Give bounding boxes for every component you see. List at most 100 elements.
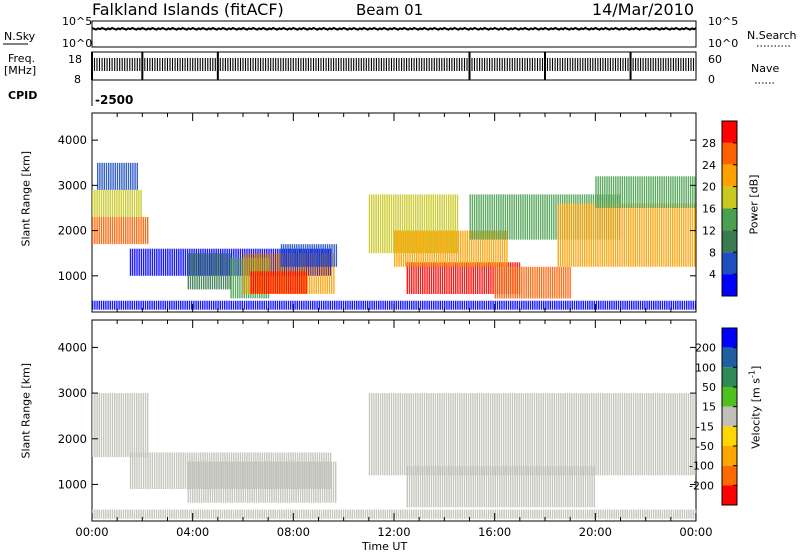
power-region-1-stripe	[127, 189, 129, 217]
power-region-15-stripe	[656, 176, 659, 208]
power-region-8-stripe	[296, 244, 298, 267]
power-region-9-stripe	[456, 194, 459, 254]
velocity-region-3-stripe	[430, 393, 432, 476]
power-region-7-stripe	[290, 271, 292, 294]
power-region-16-stripe	[228, 300, 230, 310]
power-region-9-stripe	[450, 194, 452, 254]
power-region-16-stripe	[615, 300, 617, 310]
velocity-region-5-stripe	[446, 509, 448, 519]
power-region-14-stripe	[645, 203, 647, 267]
velocity-region-5-stripe	[415, 509, 417, 519]
velocity-region-3-stripe	[641, 393, 643, 476]
velocity-region-5-stripe	[184, 509, 186, 519]
velocity-region-2-stripe	[317, 461, 319, 503]
velocity-region-5-stripe	[248, 509, 250, 519]
power-region-16-stripe	[94, 300, 96, 310]
velocity-region-5-stripe	[441, 509, 444, 519]
velocity-colorbar-swatch-6	[722, 446, 737, 466]
velocity-region-2-stripe	[247, 461, 249, 503]
velocity-region-3-stripe	[536, 393, 538, 476]
power-region-9-stripe	[379, 194, 382, 254]
velocity-region-2-stripe	[196, 461, 198, 503]
power-region-7-stripe	[263, 271, 266, 294]
power-region-16-stripe	[481, 300, 483, 310]
power-region-16-stripe	[437, 300, 439, 310]
velocity-colorbar-tick-label-4: -15	[696, 420, 714, 433]
power-region-14-stripe	[619, 203, 621, 267]
power-region-9-stripe	[390, 194, 393, 254]
velocity-region-4-stripe	[565, 466, 567, 508]
power-region-2-stripe	[125, 162, 127, 190]
power-region-6-stripe	[260, 253, 262, 294]
power-region-16-stripe	[633, 300, 635, 310]
velocity-region-5-stripe	[571, 509, 573, 519]
velocity-region-3-stripe	[540, 393, 542, 476]
velocity-region-5-stripe	[628, 509, 631, 519]
power-region-16-stripe	[92, 300, 94, 310]
velocity-region-5-stripe	[232, 509, 235, 519]
power-region-12-stripe	[509, 194, 511, 240]
power-colorbar-tick-label-2: 12	[702, 224, 716, 237]
velocity-region-5-stripe	[177, 509, 180, 519]
velocity-region-5-stripe	[523, 509, 525, 519]
velocity-region-5-stripe	[362, 509, 364, 519]
power-region-3-stripe	[296, 248, 299, 276]
power-region-7-stripe	[274, 271, 277, 294]
power-region-3-stripe	[294, 248, 297, 276]
power-region-16-stripe	[600, 300, 602, 310]
velocity-region-4-stripe	[441, 466, 444, 508]
nave-tick-low: 0	[708, 73, 715, 86]
velocity-region-3-stripe	[397, 393, 399, 476]
power-region-16-stripe	[617, 300, 620, 310]
velocity-region-3-stripe	[498, 393, 500, 476]
power-region-12-stripe	[487, 194, 489, 240]
power-region-16-stripe	[162, 300, 164, 310]
power-region-16-stripe	[197, 300, 199, 310]
velocity-region-5-stripe	[151, 509, 153, 519]
velocity-region-3-stripe	[417, 393, 419, 476]
power-region-16-stripe	[688, 300, 690, 310]
power-region-2-stripe	[123, 162, 125, 190]
velocity-region-4-stripe	[591, 466, 593, 508]
power-region-13-stripe	[538, 266, 541, 299]
velocity-region-5-stripe	[259, 509, 261, 519]
power-region-12-stripe	[548, 194, 551, 240]
power-region-6-stripe	[269, 253, 271, 294]
power-region-11-stripe	[400, 230, 402, 267]
power-region-2-stripe	[134, 162, 136, 190]
power-region-0-stripe	[114, 217, 116, 245]
power-region-16-stripe	[345, 300, 347, 310]
power-region-3-stripe	[164, 248, 167, 276]
power-region-0-stripe	[125, 217, 127, 245]
power-region-16-stripe	[296, 300, 298, 310]
power-region-16-stripe	[468, 300, 470, 310]
velocity-region-2-stripe	[192, 461, 194, 503]
velocity-region-3-stripe	[421, 393, 423, 476]
power-region-7-stripe	[305, 271, 307, 294]
power-region-16-stripe	[270, 300, 272, 310]
velocity-region-2-stripe	[233, 461, 236, 503]
velocity-region-3-stripe	[685, 393, 687, 476]
velocity-region-5-stripe	[485, 509, 488, 519]
velocity-region-1-stripe	[136, 452, 138, 489]
power-region-11-stripe	[455, 230, 457, 267]
power-region-16-stripe	[274, 300, 276, 310]
power-region-12-stripe	[469, 194, 471, 240]
velocity-region-3-stripe	[432, 393, 434, 476]
power-region-15-stripe	[604, 176, 606, 208]
velocity-region-3-stripe	[461, 393, 463, 476]
power-region-10-stripe	[422, 262, 424, 294]
power-region-16-stripe	[499, 300, 501, 310]
power-region-8-stripe	[302, 244, 305, 267]
power-region-16-stripe	[490, 300, 492, 310]
power-region-10-stripe	[492, 262, 494, 294]
beam-label: Beam 01	[356, 1, 424, 19]
power-region-10-stripe	[441, 262, 444, 294]
velocity-region-3-stripe	[654, 393, 657, 476]
velocity-region-4-stripe	[573, 466, 576, 508]
power-region-12-stripe	[476, 194, 478, 240]
power-region-10-stripe	[408, 262, 411, 294]
velocity-region-4-stripe	[481, 466, 483, 508]
power-region-16-stripe	[512, 300, 514, 310]
power-region-9-stripe	[406, 194, 408, 254]
